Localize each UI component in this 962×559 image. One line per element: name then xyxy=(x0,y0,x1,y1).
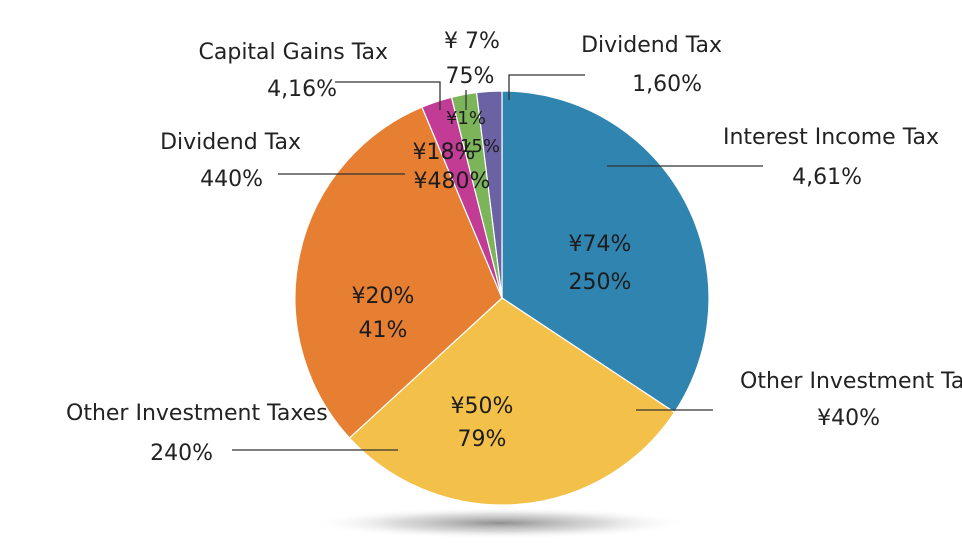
slice-other-investment-right-pct: 79% xyxy=(458,427,507,452)
slice-other-investment-right-value: ¥50% xyxy=(451,394,514,419)
label-capital-gains-pct: 4,16% xyxy=(267,77,337,102)
label-yen7: ¥ 7% xyxy=(444,29,500,54)
leader-capital-gains xyxy=(335,81,441,110)
label-dividend-right-pct: 1,60% xyxy=(632,72,702,97)
pie-slice-5 xyxy=(475,90,503,299)
pie-shadow xyxy=(310,507,690,539)
label-yen7-pct: 75% xyxy=(446,64,495,89)
label-other-investment-left-name: Other Investment Taxes xyxy=(66,401,328,426)
slice-dividend-left-value: ¥18% xyxy=(413,140,476,165)
label-other-investment-right-name: Other Investment Taxe xyxy=(740,369,962,394)
label-dividend-left-name: Dividend Tax xyxy=(160,130,301,155)
slice-other-investment-left-pct: 41% xyxy=(359,318,408,343)
pie-slice-1 xyxy=(348,297,676,506)
slice-capital-gains-value: ¥1% xyxy=(446,108,486,129)
slice-other-investment-left-value: ¥20% xyxy=(352,284,415,309)
label-other-investment-right-pct: ¥40% xyxy=(817,406,880,431)
slice-dividend-left-pct: ¥480% xyxy=(414,169,491,194)
label-dividend-right-name: Dividend Tax xyxy=(581,33,722,58)
label-dividend-left-pct: 440% xyxy=(200,167,263,192)
label-capital-gains-name: Capital Gains Tax xyxy=(199,40,388,65)
leader-dividend-right xyxy=(508,74,585,100)
slice-interest-income-value: ¥74% xyxy=(569,232,632,257)
pie-slice-2 xyxy=(294,106,503,439)
label-other-investment-left-pct: 240% xyxy=(150,441,213,466)
slice-capital-gains-pct: 15% xyxy=(460,136,500,157)
label-interest-income-pct: 4,61% xyxy=(792,165,862,190)
slice-interest-income-pct: 250% xyxy=(569,270,632,295)
label-interest-income-name: Interest Income Tax xyxy=(723,125,939,150)
